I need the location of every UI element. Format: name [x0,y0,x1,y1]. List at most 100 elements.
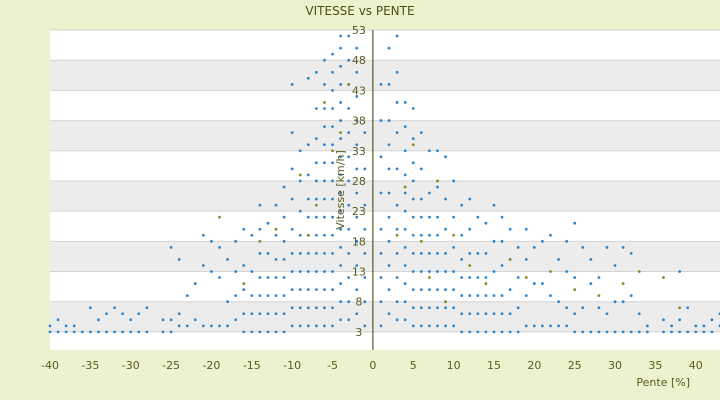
data-point [113,306,116,310]
data-point [694,330,698,334]
data-point [314,161,318,165]
data-point [468,276,472,279]
data-point [524,258,528,261]
data-point [72,324,76,328]
data-point [258,330,262,334]
data-point [452,245,456,249]
data-point [363,251,367,255]
data-point [484,251,488,255]
data-point [484,221,488,225]
data-point [306,143,310,147]
data-point [395,318,399,322]
data-point [226,300,229,304]
data-point [298,173,302,177]
data-point [637,330,641,334]
data-point [597,306,601,310]
data-point [355,312,359,316]
data-point [613,330,617,334]
data-point [298,209,302,213]
data-point [468,264,472,267]
data-point [492,203,496,207]
data-point [532,245,536,249]
data-point [621,245,625,249]
data-point [645,324,649,328]
data-point [492,270,496,273]
data-point [395,70,399,74]
y-tick-label: 28 [352,175,366,188]
data-point [670,330,673,334]
data-point [234,239,238,243]
data-point [242,330,246,334]
data-point [395,203,399,207]
data-point [492,294,496,298]
x-tick-label: -35 [81,359,99,372]
data-point [427,149,431,153]
data-point [298,233,302,237]
data-point [444,270,447,273]
data-point [589,330,593,334]
data-point [419,306,423,310]
data-point [605,330,609,334]
data-point [347,131,351,135]
data-point [193,318,197,322]
data-point [347,34,351,38]
data-point [436,185,439,189]
data-point [395,101,399,104]
data-point [637,270,641,273]
data-point [129,318,133,322]
data-point [460,233,464,237]
data-point [339,227,343,231]
data-point [306,197,310,201]
data-point [403,125,407,129]
data-point [314,215,318,219]
data-point [355,264,359,267]
data-point [508,330,512,334]
data-point [444,197,447,201]
data-point [460,312,464,316]
x-tick-label: -20 [202,359,220,372]
data-point [500,330,504,334]
data-point [97,318,100,322]
data-point [436,233,439,237]
data-point [314,70,318,74]
data-point [323,324,326,328]
data-point [508,258,512,261]
data-point [355,46,359,50]
x-tick-label: -40 [41,359,59,372]
data-point [468,312,472,316]
data-point [670,324,673,328]
data-point [436,324,439,328]
data-point [355,70,359,74]
data-point [419,251,423,255]
x-tick-label: -25 [162,359,180,372]
data-point [363,203,367,207]
data-point [226,258,229,261]
data-point [314,233,318,237]
data-point [347,300,351,304]
data-point [339,82,343,86]
data-point [411,179,415,183]
data-point [387,239,391,243]
data-point [476,312,480,316]
data-point [145,306,149,310]
data-points [48,34,720,334]
data-point [331,306,334,310]
x-tick-label: -15 [243,359,261,372]
plot-band [50,301,720,332]
data-point [379,191,383,195]
data-point [306,251,310,255]
data-point [484,330,488,334]
data-point [468,294,472,298]
data-point [702,324,706,328]
data-point [395,300,399,304]
y-tick-label: 48 [352,54,366,67]
data-point [444,288,447,292]
x-tick-label: 35 [648,359,662,372]
data-point [161,330,165,334]
data-point [484,282,488,285]
data-point [314,197,318,201]
data-point [242,227,246,231]
data-point [573,312,577,316]
data-point [573,330,577,334]
data-point [516,306,520,310]
